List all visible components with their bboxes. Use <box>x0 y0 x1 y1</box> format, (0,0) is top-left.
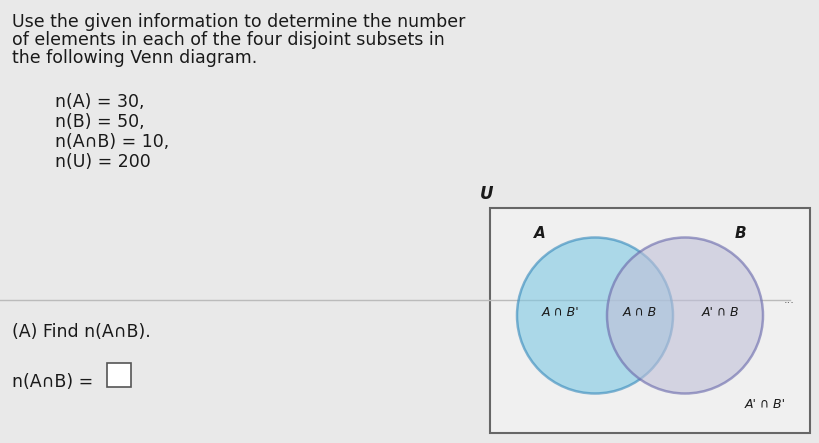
Text: A: A <box>533 226 545 241</box>
Text: of elements in each of the four disjoint subsets in: of elements in each of the four disjoint… <box>12 31 444 49</box>
Text: A' ∩ B: A' ∩ B <box>700 306 738 319</box>
Text: B: B <box>733 226 745 241</box>
Text: A' ∩ B': A' ∩ B' <box>744 399 785 412</box>
Text: ...: ... <box>783 295 794 305</box>
Text: n(A∩B) = 10,: n(A∩B) = 10, <box>55 133 169 151</box>
Text: A ∩ B: A ∩ B <box>622 306 656 319</box>
Text: the following Venn diagram.: the following Venn diagram. <box>12 49 257 67</box>
Text: n(A) = 30,: n(A) = 30, <box>55 93 144 111</box>
Text: (A) Find n(A∩B).: (A) Find n(A∩B). <box>12 323 151 341</box>
FancyBboxPatch shape <box>490 208 809 433</box>
Circle shape <box>606 237 762 393</box>
Text: n(A∩B) =: n(A∩B) = <box>12 373 93 391</box>
Circle shape <box>516 237 672 393</box>
FancyBboxPatch shape <box>106 363 131 387</box>
FancyBboxPatch shape <box>767 288 809 312</box>
Text: n(B) = 50,: n(B) = 50, <box>55 113 144 131</box>
Text: n(U) = 200: n(U) = 200 <box>55 153 151 171</box>
Text: Use the given information to determine the number: Use the given information to determine t… <box>12 13 465 31</box>
Text: U: U <box>479 185 493 203</box>
Text: A ∩ B': A ∩ B' <box>541 306 578 319</box>
